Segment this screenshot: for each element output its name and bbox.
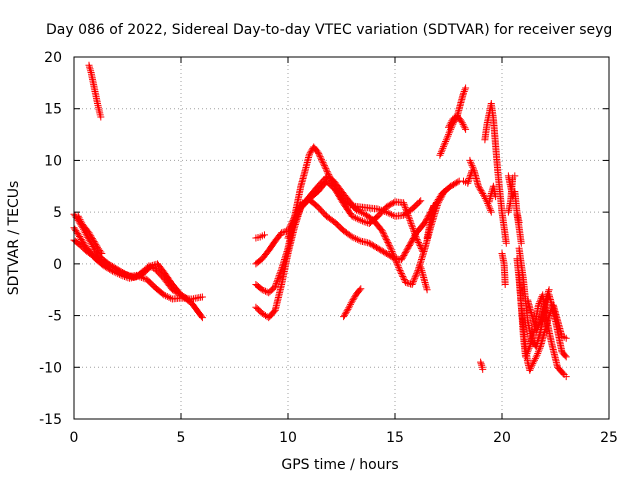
- y-axis-label: SDTVAR / TECUs: [6, 181, 22, 296]
- marker-path: [445, 112, 470, 133]
- marker-path: [460, 167, 476, 187]
- marker-path: [284, 177, 427, 255]
- series-arc-ab: [524, 286, 553, 335]
- plot-frame: [73, 56, 610, 420]
- series-arc-s: [481, 100, 510, 247]
- axis-ticks: [73, 56, 610, 420]
- series-arc-e: [74, 212, 106, 257]
- x-tick-label: 10: [279, 430, 297, 446]
- marker-path: [417, 263, 431, 294]
- series-arc-m: [423, 202, 437, 242]
- marker-path: [485, 182, 500, 206]
- tick-labels: 0 5 10 15 20 25 -15 -10 -5 0 5 10 15 20: [39, 50, 618, 446]
- series-arc-o: [445, 112, 470, 133]
- x-axis-label: GPS time / hours: [281, 457, 398, 473]
- x-tick-label: 20: [493, 430, 511, 446]
- y-tick-label: 10: [44, 153, 62, 169]
- y-tick-label: 5: [53, 205, 62, 221]
- y-tick-label: -5: [48, 309, 62, 325]
- series-arc-u: [498, 250, 509, 288]
- y-tick-label: 15: [44, 102, 62, 118]
- series-arc-l: [417, 263, 431, 294]
- marker-path: [252, 231, 268, 242]
- marker-path: [340, 285, 365, 321]
- series-arc-r: [477, 358, 487, 373]
- x-tick-label: 25: [600, 430, 618, 446]
- marker-path: [481, 100, 510, 247]
- marker-path: [74, 212, 106, 257]
- series-arc-a: [85, 61, 105, 121]
- series-arc-w: [504, 172, 519, 216]
- marker-path: [524, 286, 553, 335]
- x-tick-label: 0: [70, 430, 79, 446]
- series-arc-t: [485, 182, 500, 206]
- marker-path: [85, 61, 105, 121]
- x-tick-label: 15: [386, 430, 404, 446]
- x-tick-label: 5: [177, 430, 186, 446]
- marker-path: [477, 358, 487, 373]
- series-arc-i: [284, 177, 427, 255]
- marker-path: [498, 250, 509, 288]
- series-arc-k: [340, 285, 365, 321]
- y-tick-label: -15: [39, 412, 62, 428]
- chart-title: Day 086 of 2022, Sidereal Day-to-day VTE…: [46, 22, 612, 38]
- series-arc-j: [252, 231, 268, 242]
- marker-path: [423, 202, 437, 242]
- y-tick-label: -10: [39, 360, 62, 376]
- marker-path: [513, 210, 525, 247]
- y-tick-label: 0: [53, 257, 62, 273]
- marker-path: [504, 172, 519, 216]
- series-arc-aa: [513, 210, 525, 247]
- y-tick-label: 20: [44, 50, 62, 66]
- data-markers: [70, 61, 570, 381]
- series-arc-q: [460, 167, 476, 187]
